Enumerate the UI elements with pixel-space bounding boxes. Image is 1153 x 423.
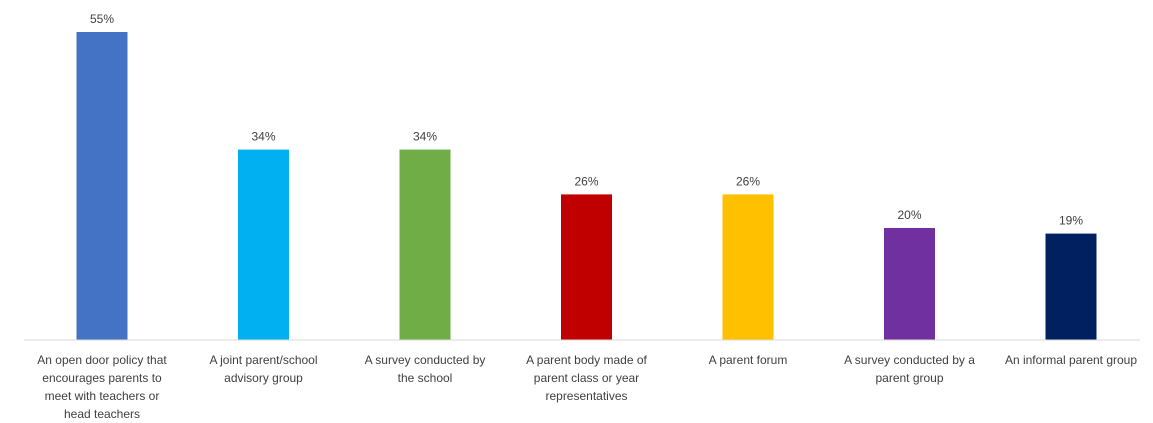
category-label-line: A parent body made of (526, 353, 647, 367)
category-label-open-door-policy: An open door policy that encourages paren… (37, 353, 167, 421)
bar-parent-group-survey (884, 228, 935, 340)
bar-parent-body (561, 194, 612, 340)
data-label-joint-advisory-group: 34% (251, 130, 275, 144)
category-label-line: parent group (875, 371, 943, 385)
category-label-line: parent class or year (534, 371, 639, 385)
data-label-informal-parent-group: 19% (1059, 214, 1083, 228)
category-label-parent-body: A parent body made of parent class or yea… (526, 353, 647, 403)
category-label-line: encourages parents to (42, 371, 162, 385)
category-label-line: A survey conducted by (365, 353, 486, 367)
bar-open-door-policy (76, 32, 128, 340)
category-label-line: the school (398, 371, 453, 385)
category-label-informal-parent-group: An informal parent group (1005, 353, 1137, 367)
bar-informal-parent-group (1045, 233, 1097, 340)
bar-school-survey (399, 149, 451, 340)
category-label-joint-advisory-group: A joint parent/school advisory group (209, 353, 317, 385)
category-labels-layer: An open door policy that encourages paren… (37, 353, 1137, 421)
category-label-line: A joint parent/school (209, 353, 317, 367)
data-label-parent-body: 26% (574, 174, 598, 188)
category-label-parent-forum: A parent forum (709, 353, 788, 367)
data-label-parent-group-survey: 20% (897, 208, 921, 222)
category-label-line: representatives (545, 389, 627, 403)
category-label-line: advisory group (224, 371, 303, 385)
category-label-line: head teachers (64, 407, 140, 421)
bar-joint-advisory-group (238, 149, 289, 340)
category-label-line: A survey conducted by a (844, 353, 975, 367)
category-label-line: A parent forum (709, 353, 788, 367)
category-label-school-survey: A survey conducted by the school (365, 353, 486, 385)
bars-layer (76, 32, 1097, 340)
category-label-line: meet with teachers or (45, 389, 160, 403)
data-label-open-door-policy: 55% (90, 12, 114, 26)
category-label-parent-group-survey: A survey conducted by a parent group (844, 353, 975, 385)
category-label-line: An open door policy that (37, 353, 167, 367)
data-label-parent-forum: 26% (736, 174, 760, 188)
data-label-school-survey: 34% (413, 130, 437, 144)
data-labels-layer: 55% 34% 34% 26% 26% 20% 19% (90, 12, 1083, 228)
category-label-line: An informal parent group (1005, 353, 1137, 367)
bar-parent-forum (722, 194, 774, 340)
